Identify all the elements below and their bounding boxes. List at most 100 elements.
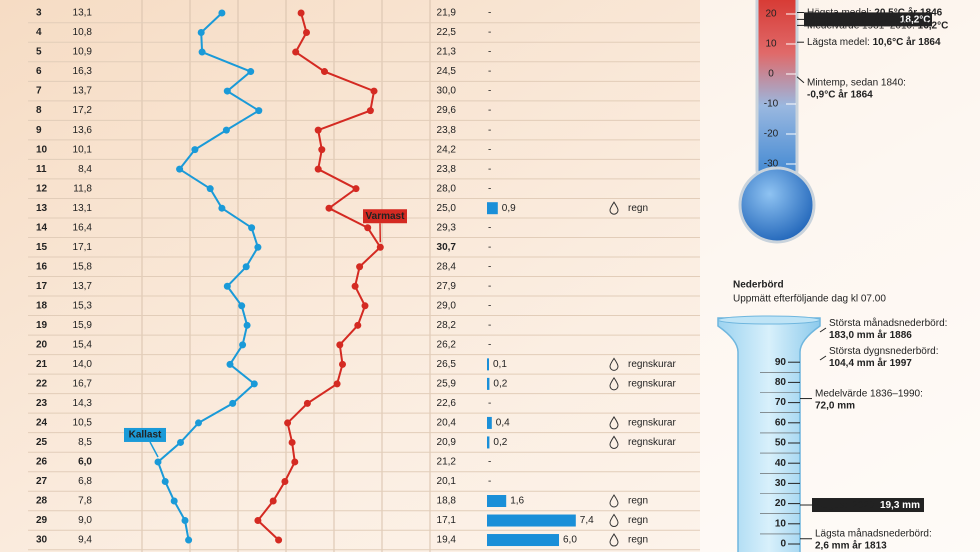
note-value: -0,9°C år 1864: [807, 88, 873, 100]
note-label: Augusti 2020:: [816, 500, 880, 511]
min-dot: [223, 282, 231, 290]
min-temp: 8,4: [78, 164, 92, 175]
day: 12: [36, 183, 48, 194]
max-dot: [303, 29, 310, 37]
day: 29: [36, 515, 48, 526]
max-temp: 26,5: [437, 359, 457, 370]
max-line: [256, 12, 382, 541]
max-temp: 20,4: [437, 418, 457, 429]
max-dot: [352, 185, 360, 193]
rain-bar: [487, 377, 490, 390]
note-value: 19,3 mm: [880, 500, 920, 511]
rain-none: -: [488, 183, 491, 194]
min-line: [156, 12, 261, 541]
day: 20: [36, 339, 48, 350]
max-temp: 19,4: [437, 535, 457, 546]
min-dot: [250, 380, 258, 388]
min-temp: 15,4: [73, 339, 93, 350]
coldest-box: [124, 427, 166, 442]
min-temp: 15,8: [73, 261, 93, 272]
min-dot: [248, 224, 256, 232]
rain-none: -: [488, 320, 491, 331]
max-dot: [303, 399, 311, 407]
thermo-tick-label: -20: [764, 129, 779, 140]
min-temp: 14,3: [73, 398, 93, 409]
min-temp: 17,1: [73, 242, 93, 253]
min-temp: 16,7: [73, 379, 93, 390]
min-dot: [206, 185, 214, 193]
max-dot: [364, 224, 372, 232]
note-value: 10,6°C år 1864: [873, 36, 941, 48]
precip-note: Största dygnsnederbörd: 104,4 mm år 1997: [829, 346, 939, 369]
note-label: Mintemp, sedan 1840:: [807, 77, 906, 88]
day: 11: [36, 164, 47, 175]
highlight-box: [812, 498, 924, 513]
day: 19: [36, 320, 48, 331]
rain-none: -: [488, 281, 491, 292]
note-label: Lägsta månadsnederbörd:: [815, 527, 932, 539]
min-dot: [238, 302, 246, 310]
precip-note: Augusti 2020: 19,3 mm: [816, 500, 920, 511]
min-temp: 9,4: [78, 535, 92, 546]
day: 17: [36, 281, 48, 292]
note-value: 18,2°C: [900, 14, 931, 25]
max-dot: [339, 360, 346, 368]
min-temp: 9,0: [78, 515, 92, 526]
max-dot: [292, 48, 300, 56]
day: 22: [36, 379, 48, 390]
rain-none: -: [488, 164, 491, 175]
max-dot: [376, 243, 384, 251]
day: 15: [36, 242, 48, 253]
min-temp: 16,4: [73, 222, 93, 233]
rain-none: -: [488, 66, 491, 77]
min-temp: 10,1: [73, 144, 93, 155]
rain-none: -: [488, 27, 491, 38]
min-dot: [177, 438, 184, 446]
precip-tick-label: 30: [775, 478, 787, 489]
max-temp: 22,6: [437, 398, 457, 409]
day: 23: [36, 398, 48, 409]
min-temp: 6,0: [78, 457, 92, 468]
min-dot: [229, 399, 237, 407]
min-dot: [161, 477, 169, 485]
weather: regnskurar: [628, 359, 676, 370]
thermo-tick-label: 10: [765, 39, 777, 50]
note-label: Största månadsnederbörd:: [829, 317, 947, 329]
max-dot: [281, 477, 289, 485]
min-temp: 10,8: [73, 27, 93, 38]
note-label: Medelvärde 1836–1990:: [815, 388, 923, 399]
day: 18: [36, 300, 48, 311]
rain-value: 0,9: [502, 203, 516, 214]
rain-bar: [487, 534, 559, 547]
rain-none: -: [488, 300, 491, 311]
precip-tick-label: 40: [775, 458, 787, 469]
min-dot: [247, 68, 255, 76]
rain-bar: [487, 495, 507, 507]
max-temp: 29,3: [437, 222, 457, 233]
rain-none: -: [488, 125, 491, 136]
min-temp: 10,5: [73, 418, 93, 429]
precip-subtitle: Uppmätt efterföljande dag kl 07.00: [733, 294, 886, 305]
drop-icon: [609, 357, 619, 371]
min-temp: 13,1: [73, 203, 93, 214]
drop-icon: [609, 533, 619, 547]
precip-tick-label: 20: [775, 498, 787, 509]
max-temp: 25,9: [437, 379, 457, 390]
drop-icon: [609, 513, 619, 528]
max-dot: [269, 497, 277, 505]
thermo-note: Lägsta medel: 10,6°C år 1864: [807, 36, 941, 48]
max-temp: 23,8: [437, 125, 457, 136]
min-dot: [218, 204, 226, 212]
note-value: 16,2°C: [918, 20, 949, 31]
min-temp: 8,5: [78, 437, 92, 448]
min-dot: [181, 517, 189, 525]
warmest-box: [363, 209, 407, 224]
day: 4: [36, 27, 42, 38]
precip-note: Största månadsnederbörd: 183,0 mm år 1886: [829, 317, 947, 341]
min-temp: 17,2: [73, 105, 93, 116]
day: 28: [36, 496, 48, 507]
weather: regn: [628, 515, 648, 526]
max-temp: 30,0: [437, 86, 457, 97]
min-temp: 15,3: [73, 300, 93, 311]
rain-value: 0,1: [493, 359, 507, 370]
